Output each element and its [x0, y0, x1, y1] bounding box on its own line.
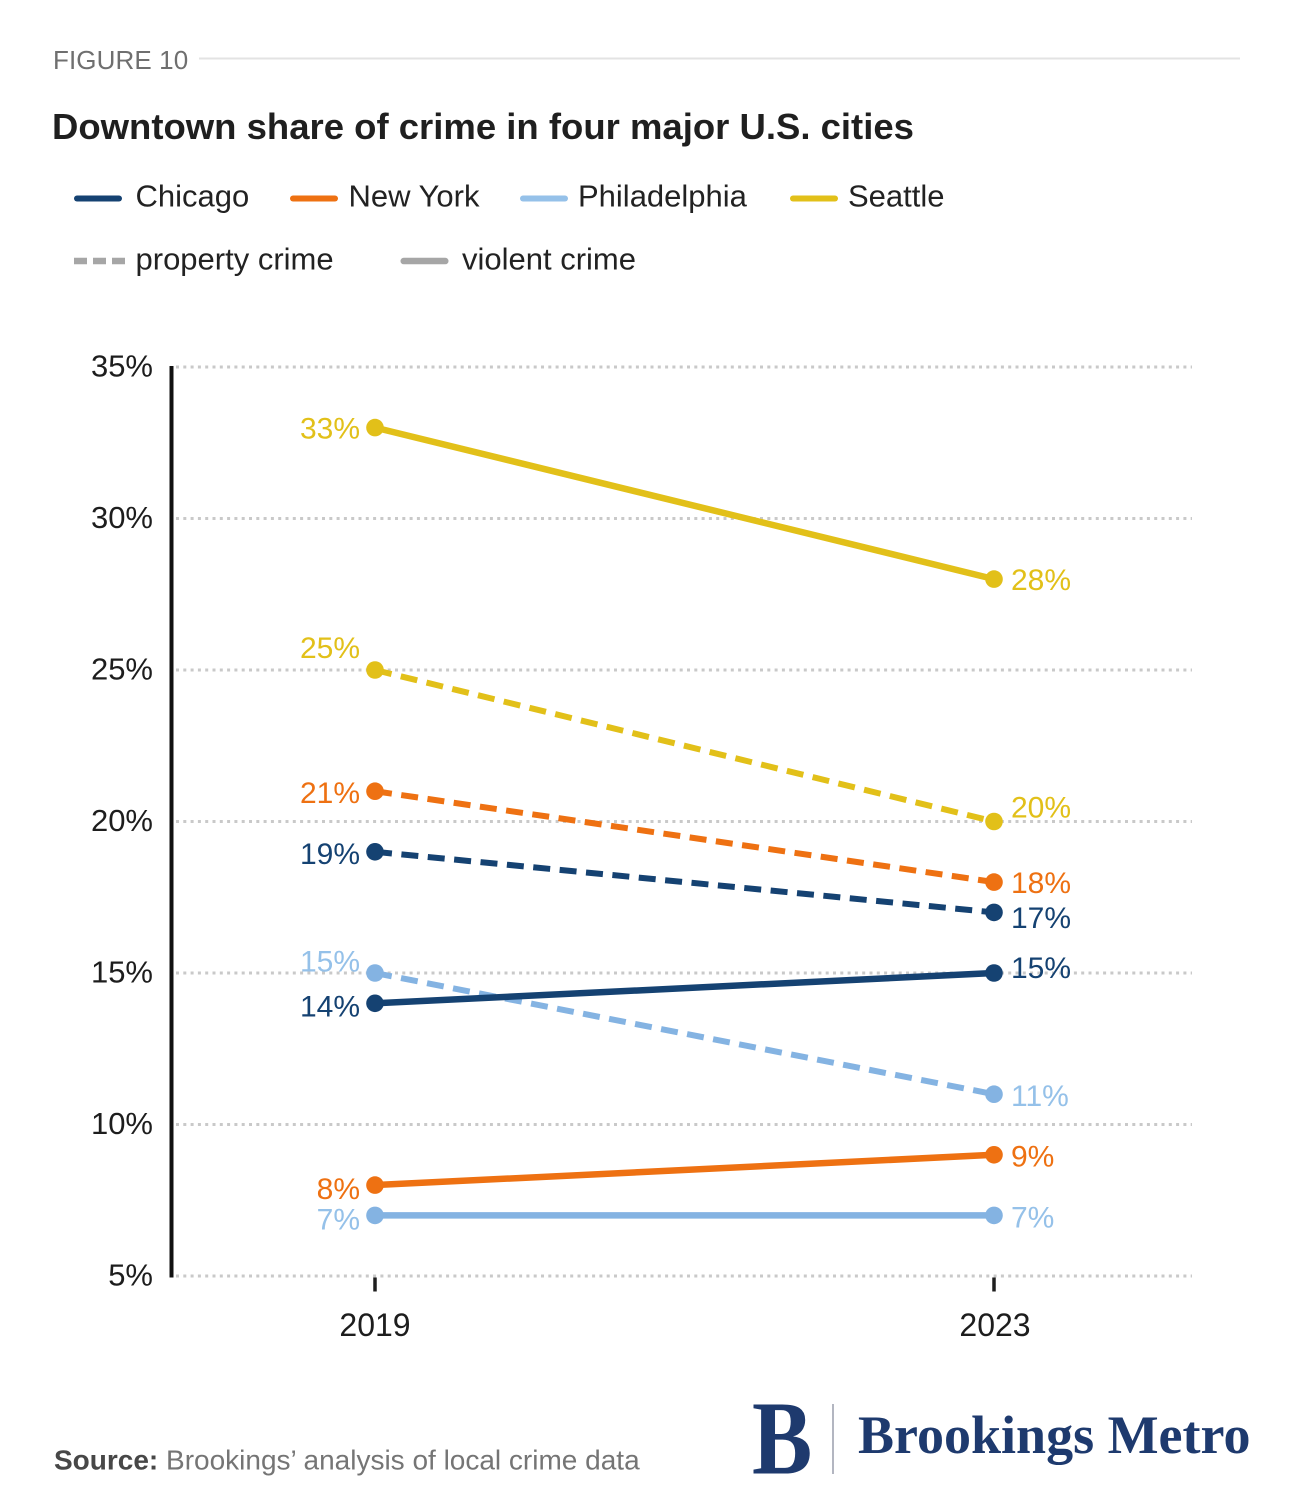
- svg-text:Downtown share of crime in fou: Downtown share of crime in four major U.…: [52, 106, 914, 147]
- svg-text:Seattle: Seattle: [848, 179, 945, 214]
- svg-text:property crime: property crime: [136, 242, 334, 277]
- svg-text:11%: 11%: [1011, 1080, 1069, 1113]
- svg-text:15%: 15%: [1011, 952, 1071, 985]
- svg-text:33%: 33%: [300, 413, 360, 446]
- svg-text:20%: 20%: [1011, 792, 1071, 825]
- svg-text:15%: 15%: [300, 946, 360, 979]
- svg-text:B: B: [752, 1381, 812, 1497]
- svg-text:2023: 2023: [959, 1307, 1030, 1343]
- svg-text:25%: 25%: [300, 632, 360, 665]
- svg-text:8%: 8%: [317, 1173, 360, 1206]
- svg-text:FIGURE 10: FIGURE 10: [53, 45, 188, 75]
- svg-text:Source: Brookings’ analysis of: Source: Brookings’ analysis of local cri…: [54, 1445, 640, 1476]
- svg-text:25%: 25%: [91, 652, 153, 687]
- svg-text:17%: 17%: [1011, 902, 1071, 935]
- svg-text:Philadelphia: Philadelphia: [578, 179, 748, 214]
- svg-text:9%: 9%: [1011, 1140, 1054, 1173]
- svg-text:10%: 10%: [91, 1106, 153, 1141]
- svg-text:35%: 35%: [91, 349, 153, 384]
- svg-text:21%: 21%: [300, 777, 360, 810]
- svg-text:20%: 20%: [91, 803, 153, 838]
- svg-text:Brookings Metro: Brookings Metro: [858, 1405, 1251, 1465]
- svg-text:18%: 18%: [1011, 867, 1071, 900]
- svg-text:5%: 5%: [108, 1258, 153, 1293]
- svg-text:7%: 7%: [317, 1203, 360, 1236]
- svg-text:2019: 2019: [339, 1307, 410, 1343]
- svg-text:14%: 14%: [300, 990, 360, 1023]
- svg-text:28%: 28%: [1011, 564, 1071, 597]
- svg-text:7%: 7%: [1011, 1201, 1054, 1234]
- svg-text:Chicago: Chicago: [136, 179, 250, 214]
- svg-text:violent crime: violent crime: [462, 242, 636, 277]
- svg-text:New York: New York: [349, 179, 480, 214]
- svg-text:30%: 30%: [91, 500, 153, 535]
- svg-text:15%: 15%: [91, 955, 153, 990]
- svg-text:19%: 19%: [300, 838, 360, 871]
